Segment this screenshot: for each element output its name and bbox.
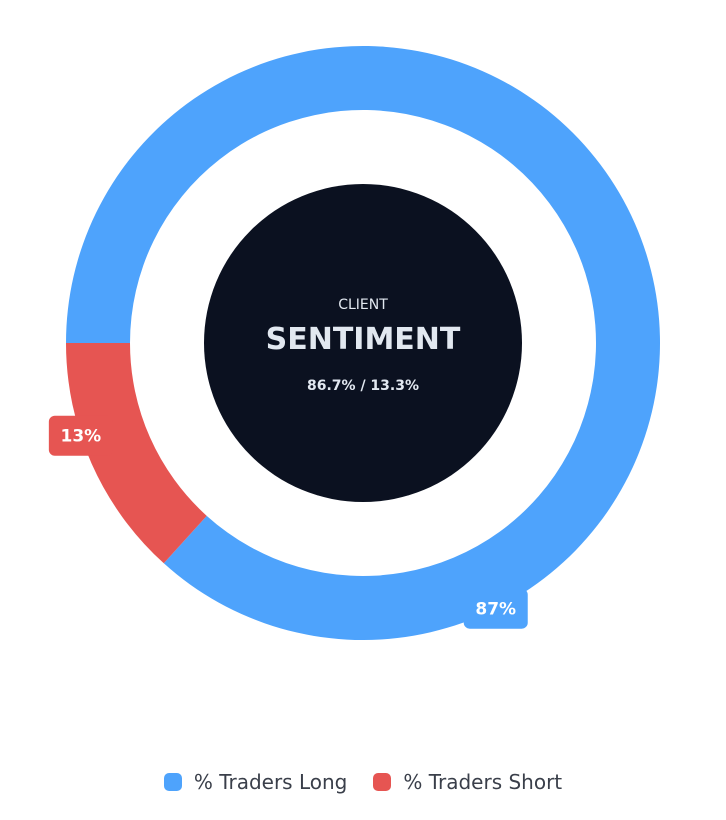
labels-layer: 87% 13% xyxy=(48,415,528,629)
legend-label-short: % Traders Short xyxy=(403,770,563,794)
center-disc xyxy=(204,184,522,502)
legend-item-short[interactable]: % Traders Short xyxy=(373,770,562,794)
legend-swatch-long xyxy=(163,773,182,791)
center-subtitle: CLIENT xyxy=(338,297,388,313)
slice-short[interactable] xyxy=(65,343,207,564)
legend-swatch-short xyxy=(373,773,392,791)
data-label-short: 13% xyxy=(48,415,113,456)
center-title: SENTIMENT xyxy=(266,322,461,357)
data-label-text: 87% xyxy=(475,600,516,620)
data-label-box xyxy=(463,588,528,629)
data-label-box xyxy=(48,415,113,456)
center-detail: 86.7% / 13.3% xyxy=(307,378,419,394)
data-label-text: 13% xyxy=(60,427,101,447)
legend-item-long[interactable]: % Traders Long xyxy=(163,770,348,794)
slices-layer xyxy=(65,46,660,641)
legend-label-long: % Traders Long xyxy=(193,770,348,794)
data-label-long: 87% xyxy=(463,588,528,629)
sentiment-donut-chart: CLIENT SENTIMENT 86.7% / 13.3% 87% 13% xyxy=(48,46,660,641)
chart-legend: % Traders Long % Traders Short xyxy=(0,770,726,794)
